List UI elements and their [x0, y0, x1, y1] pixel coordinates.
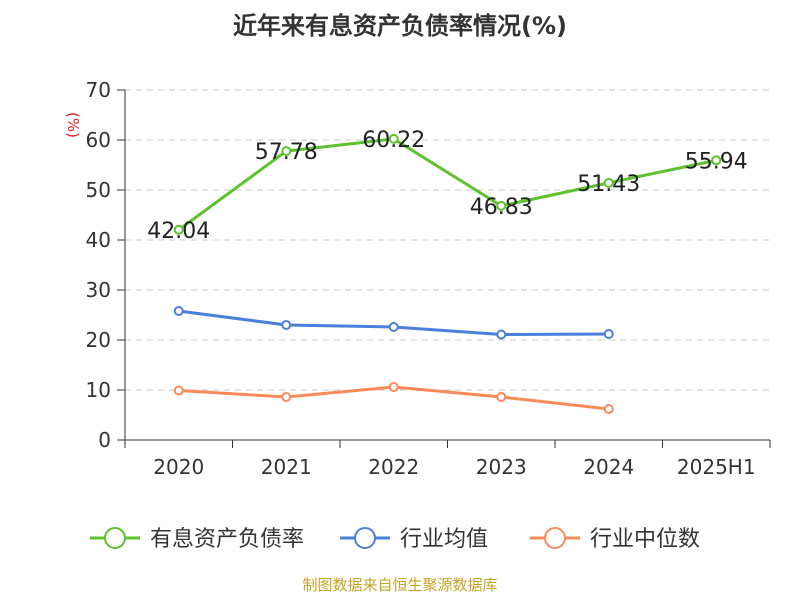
data-labels-layer: 42.04 57.78 60.22 46.83 51.43 55.94 — [147, 128, 747, 244]
y-tick-label: 10 — [86, 378, 111, 402]
legend-marker — [544, 527, 566, 549]
data-point — [173, 306, 184, 316]
x-tick-label: 2022 — [368, 455, 419, 479]
series-layer — [173, 133, 722, 414]
legend-marker — [104, 527, 126, 549]
data-point — [496, 329, 507, 340]
grid-lines — [125, 89, 770, 391]
data-point — [388, 382, 399, 392]
y-tick-label: 30 — [86, 278, 111, 302]
data-label: 60.22 — [362, 128, 425, 153]
chart-title: 近年来有息资产负债率情况(%) — [233, 12, 567, 40]
data-point — [388, 133, 399, 144]
y-tick-label: 50 — [86, 178, 111, 202]
legend-marker — [354, 527, 376, 549]
x-tick-label: 2020 — [153, 455, 204, 479]
y-tick-label: 60 — [86, 128, 111, 152]
legend-item-0: 有息资产负债率 — [90, 527, 304, 552]
x-tick-labels: 2020 2021 2022 2023 2024 2025H1 — [153, 455, 755, 479]
data-point — [603, 177, 614, 188]
data-label: 51.43 — [577, 172, 640, 197]
series-line-0 — [177, 137, 717, 232]
legend-label: 行业均值 — [400, 527, 488, 552]
data-label: 57.78 — [255, 140, 318, 165]
legend: 有息资产负债率 行业均值 行业中位数 — [90, 527, 700, 552]
data-point — [711, 155, 722, 166]
axes — [117, 89, 771, 448]
data-point — [603, 329, 614, 339]
data-label: 46.83 — [470, 195, 533, 220]
legend-label: 有息资产负债率 — [150, 527, 304, 552]
legend-item-1: 行业均值 — [340, 527, 488, 552]
data-point — [388, 322, 399, 332]
data-point — [496, 200, 507, 211]
y-tick-label: 20 — [86, 328, 111, 352]
data-point — [281, 146, 292, 157]
legend-label: 行业中位数 — [590, 527, 700, 552]
data-point — [173, 385, 184, 396]
data-point — [603, 404, 614, 414]
data-point — [281, 320, 292, 330]
y-tick-labels: 0 10 20 30 40 50 60 70 — [86, 78, 111, 452]
x-tick-label: 2024 — [583, 455, 634, 479]
data-label: 55.94 — [685, 149, 748, 174]
data-label: 42.04 — [147, 219, 210, 244]
legend-item-2: 行业中位数 — [530, 527, 700, 552]
y-axis-label: (%) — [64, 112, 82, 138]
x-tick-label: 2023 — [476, 455, 527, 479]
y-tick-label: 40 — [86, 228, 111, 252]
data-point — [281, 392, 292, 402]
data-point — [173, 224, 184, 235]
y-tick-label: 70 — [86, 78, 111, 102]
x-tick-label: 2021 — [261, 455, 312, 479]
source-footer: 制图数据来自恒生聚源数据库 — [302, 576, 497, 594]
data-point — [496, 392, 507, 402]
y-tick-label: 0 — [98, 428, 111, 452]
x-tick-label: 2025H1 — [677, 455, 756, 479]
